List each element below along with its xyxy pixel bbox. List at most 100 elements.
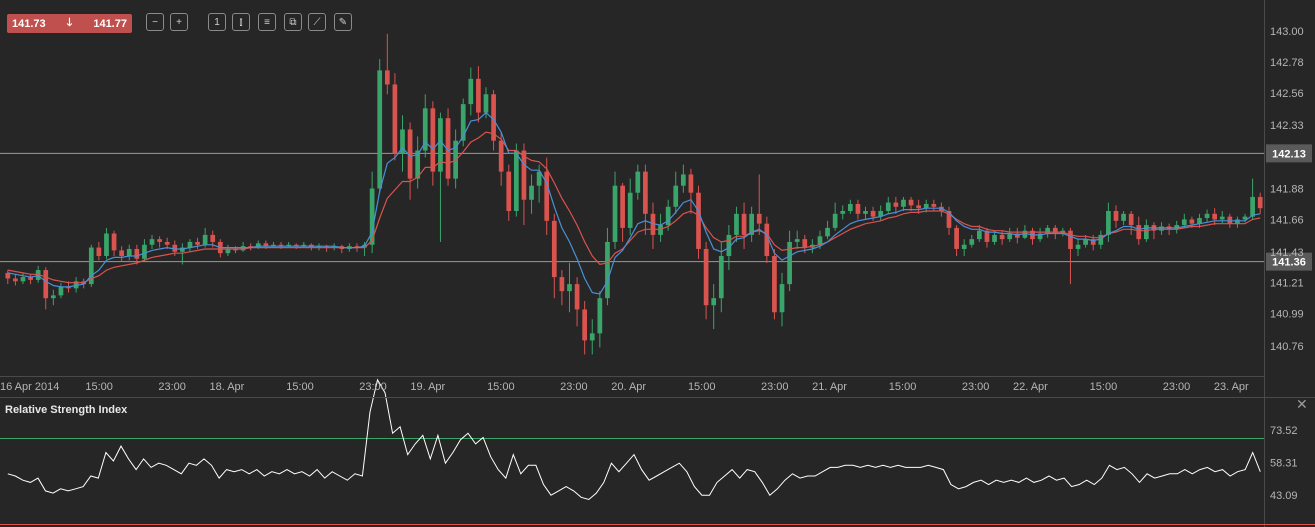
- close-icon[interactable]: ✕: [1296, 396, 1308, 412]
- candle[interactable]: [1250, 178, 1255, 220]
- main-price-panel[interactable]: [0, 33, 1264, 355]
- zoom-in-button[interactable]: +: [170, 13, 188, 31]
- candle[interactable]: [1212, 208, 1218, 226]
- candle[interactable]: [1075, 239, 1081, 256]
- candle[interactable]: [43, 267, 49, 310]
- candle[interactable]: [1121, 211, 1126, 226]
- candle[interactable]: [589, 319, 595, 355]
- candle[interactable]: [718, 241, 724, 313]
- candle[interactable]: [863, 206, 868, 220]
- candle[interactable]: [643, 164, 648, 235]
- candle[interactable]: [832, 202, 838, 231]
- candle[interactable]: [180, 243, 185, 265]
- candle[interactable]: [612, 171, 618, 249]
- candle[interactable]: [513, 143, 519, 217]
- candle[interactable]: [407, 122, 413, 200]
- candle[interactable]: [445, 108, 451, 186]
- rsi-panel[interactable]: [0, 378, 1264, 501]
- candle[interactable]: [650, 202, 656, 249]
- candle[interactable]: [529, 174, 534, 214]
- candle[interactable]: [1068, 227, 1073, 285]
- candle[interactable]: [111, 230, 117, 256]
- candle[interactable]: [1174, 220, 1180, 234]
- candle[interactable]: [658, 213, 663, 242]
- candle[interactable]: [779, 272, 785, 327]
- candle[interactable]: [392, 73, 398, 161]
- candle[interactable]: [476, 66, 481, 123]
- candle[interactable]: [134, 244, 140, 265]
- candle[interactable]: [240, 241, 246, 252]
- candle[interactable]: [597, 291, 603, 348]
- candle[interactable]: [58, 282, 64, 299]
- candle[interactable]: [377, 59, 383, 193]
- candle[interactable]: [764, 216, 770, 264]
- candle[interactable]: [460, 98, 466, 147]
- candle[interactable]: [551, 213, 557, 299]
- candle[interactable]: [794, 230, 800, 249]
- candle[interactable]: [544, 157, 550, 235]
- candle[interactable]: [703, 241, 709, 320]
- candle[interactable]: [893, 196, 899, 214]
- candle[interactable]: [1106, 202, 1111, 242]
- candle[interactable]: [582, 301, 588, 355]
- candle[interactable]: [984, 227, 990, 248]
- candle[interactable]: [13, 274, 18, 286]
- candle[interactable]: [316, 243, 322, 251]
- candle[interactable]: [901, 196, 906, 211]
- candle[interactable]: [28, 274, 33, 285]
- candle[interactable]: [73, 277, 79, 293]
- zoom-out-button[interactable]: −: [146, 13, 164, 31]
- candle[interactable]: [119, 246, 125, 262]
- candle[interactable]: [908, 196, 914, 211]
- candle[interactable]: [772, 248, 777, 320]
- candle[interactable]: [916, 199, 921, 214]
- candle[interactable]: [878, 205, 884, 221]
- indicators-button[interactable]: ≡: [258, 13, 276, 31]
- candle[interactable]: [992, 230, 997, 245]
- candle[interactable]: [1257, 192, 1263, 214]
- candle[interactable]: [680, 164, 686, 193]
- chart-type-button[interactable]: ⫾: [232, 13, 250, 31]
- candle[interactable]: [1204, 209, 1210, 223]
- candle[interactable]: [923, 199, 929, 213]
- candle[interactable]: [1181, 213, 1187, 228]
- candle[interactable]: [1014, 227, 1020, 244]
- candle[interactable]: [1128, 211, 1134, 235]
- candle[interactable]: [787, 230, 792, 292]
- candle[interactable]: [847, 199, 853, 214]
- candle[interactable]: [1007, 227, 1013, 242]
- candle[interactable]: [498, 132, 504, 186]
- candle[interactable]: [96, 241, 102, 261]
- candle[interactable]: [1083, 234, 1088, 248]
- candle[interactable]: [688, 168, 694, 214]
- timeframe-button[interactable]: 1: [208, 13, 226, 31]
- candle[interactable]: [438, 112, 443, 242]
- candle[interactable]: [104, 227, 109, 259]
- candle[interactable]: [5, 270, 11, 285]
- candle[interactable]: [1098, 230, 1104, 249]
- compare-button[interactable]: ⧉: [284, 13, 302, 31]
- draw-line-button[interactable]: ⟋: [308, 13, 326, 31]
- candle[interactable]: [248, 243, 254, 251]
- candle[interactable]: [574, 277, 580, 327]
- candle[interactable]: [885, 196, 891, 214]
- candle[interactable]: [1045, 225, 1051, 238]
- candle[interactable]: [1219, 211, 1225, 224]
- candle[interactable]: [605, 227, 610, 306]
- candle[interactable]: [696, 185, 701, 259]
- candle[interactable]: [400, 115, 405, 172]
- candle[interactable]: [430, 101, 436, 186]
- candle[interactable]: [954, 225, 959, 256]
- candle[interactable]: [931, 199, 937, 211]
- candle[interactable]: [88, 244, 94, 287]
- candle[interactable]: [665, 199, 671, 231]
- candle[interactable]: [946, 206, 952, 235]
- candle[interactable]: [1113, 205, 1119, 228]
- candle[interactable]: [1159, 222, 1164, 235]
- candle[interactable]: [20, 272, 26, 285]
- candle[interactable]: [384, 33, 390, 95]
- candle[interactable]: [195, 237, 200, 249]
- candle[interactable]: [225, 244, 231, 256]
- candle[interactable]: [825, 220, 830, 240]
